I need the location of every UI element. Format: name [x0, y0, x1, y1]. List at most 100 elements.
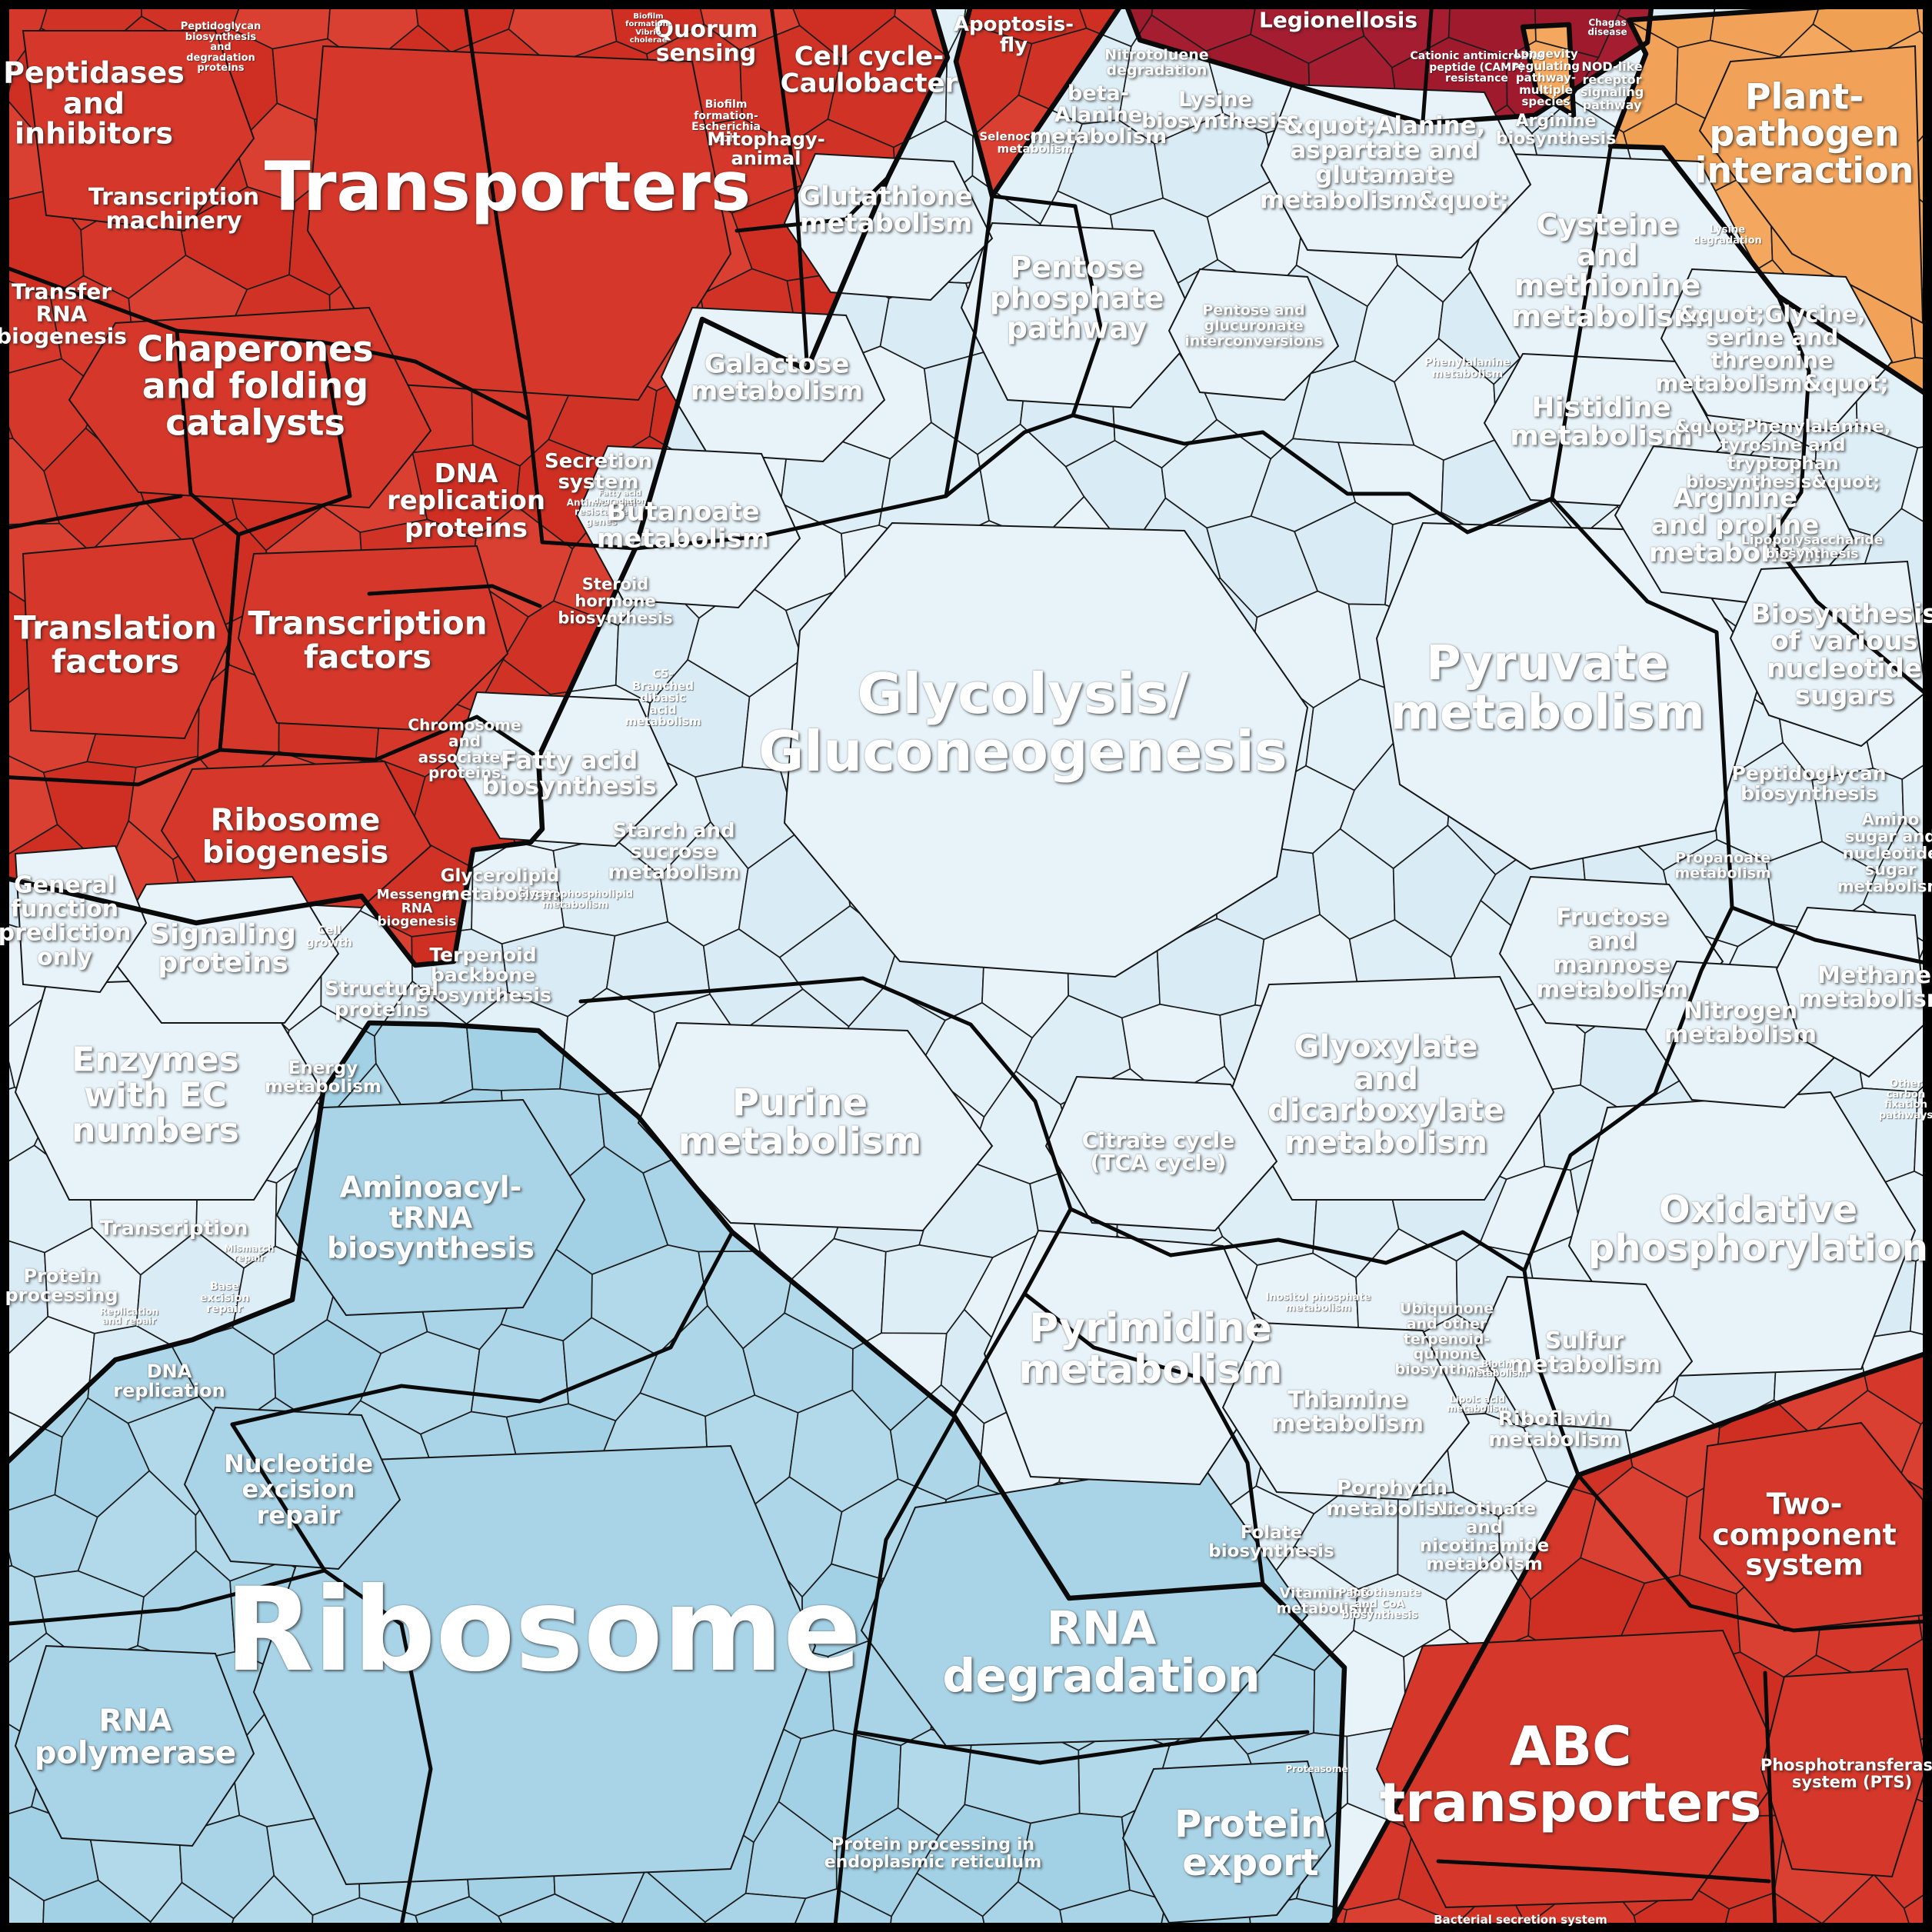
cell-glutathione[interactable] [783, 152, 994, 301]
cell-label[interactable]: Lysine degradation [1693, 224, 1762, 246]
cell-label[interactable]: Pentose phosphate pathway [989, 250, 1164, 345]
cell-label[interactable]: Terpenoid backbone biosynthesis [415, 944, 551, 1006]
cell-label[interactable]: NOD-like receptor signaling pathway [1580, 58, 1644, 112]
cell-label[interactable]: Longevity regulating pathway- multiple s… [1512, 47, 1580, 109]
cell-label[interactable]: Biosynthesis of various nucleotide sugar… [1750, 598, 1932, 711]
cell-label[interactable]: Sulfur metabolism [1508, 1327, 1661, 1378]
cell-label[interactable]: Cell cycle- Caulobacter [780, 41, 958, 99]
cell-label[interactable]: Thiamine metabolism [1271, 1386, 1424, 1437]
cell-label[interactable]: RNA polymerase [34, 1703, 237, 1770]
cell-label[interactable]: Porphyrin metabolism [1326, 1476, 1458, 1521]
cell-label[interactable]: Biotin metabolism [1466, 1358, 1527, 1379]
cell-label[interactable]: &quot;Alanine, aspartate and glutamate m… [1259, 112, 1510, 215]
cell-label[interactable]: Cysteine and methionine metabolism [1511, 207, 1704, 333]
cell-label[interactable]: C5- Branched dibasic acid metabolism [625, 667, 701, 729]
cell-fatty-acid[interactable] [452, 691, 678, 848]
cell-label[interactable]: ABC transporters [1379, 1715, 1762, 1834]
cell-label[interactable]: Methane metabolism [1798, 961, 1932, 1013]
cell-ala-asp-glu[interactable] [1260, 83, 1532, 259]
cell-plant-pathogen[interactable] [1698, 45, 1924, 325]
cell-label[interactable]: Replication and repair [99, 1306, 159, 1327]
cell-label[interactable]: Glycerolipid metabolism [440, 866, 560, 904]
cell-label[interactable]: Messenger RNA biogenesis [376, 887, 458, 930]
cell-pent-glucuronate[interactable] [1168, 268, 1340, 401]
cell-label[interactable]: beta- Alanine metabolism [1029, 81, 1168, 149]
cell-transcription-factors[interactable] [237, 545, 509, 732]
cell-label[interactable]: Energy metabolism [265, 1058, 381, 1097]
cell-pts[interactable] [1760, 1667, 1927, 1878]
cell-label[interactable]: RNA degradation [942, 1601, 1261, 1704]
cell-label[interactable]: Arginine and proline metabolism [1648, 482, 1822, 568]
cell-label[interactable]: Pyruvate metabolism [1390, 635, 1705, 741]
cell-label[interactable]: Transcription machinery [88, 183, 260, 235]
cell-label[interactable]: Steroid hormone biosynthesis [558, 575, 673, 627]
cell-label[interactable]: Peptidases and inhibitors [3, 55, 185, 151]
cell-purine[interactable] [637, 1021, 994, 1232]
cell-rna-polymerase[interactable] [14, 1644, 255, 1847]
cell-label[interactable]: Aminoacyl- tRNA biosynthesis [326, 1170, 535, 1265]
cell-abc-transporters[interactable] [1375, 1629, 1786, 1909]
cell-label[interactable]: Protein processing [5, 1265, 118, 1306]
cell-label[interactable]: Phenylalanine metabolism [1424, 356, 1511, 380]
cell-galactose[interactable] [660, 306, 886, 463]
cell-protein-export[interactable] [1121, 1760, 1332, 1924]
cell-label[interactable]: Base excision repair [199, 1281, 250, 1316]
cell-label[interactable]: Glutathione metabolism [799, 181, 973, 239]
cell-label[interactable]: Chromosome and associated proteins [408, 715, 521, 782]
cell-label[interactable]: Transporters [264, 147, 751, 227]
cell-aminoacyl[interactable] [275, 1098, 586, 1317]
cell-label[interactable]: Lysine biosynthesis [1141, 87, 1289, 133]
cell-label[interactable]: Biofilm formation- Vibrio cholerae [625, 12, 671, 45]
cell-label[interactable]: Phosphotransferase system (PTS) [1760, 1756, 1932, 1791]
cell-label[interactable]: Protein processing in endoplasmic reticu… [824, 1835, 1042, 1872]
cell-label[interactable]: Apoptosis- fly [953, 12, 1074, 57]
cell-citrate[interactable] [1044, 1075, 1278, 1232]
cell-label[interactable]: Amino sugar and nucleotide sugar metabol… [1837, 810, 1932, 896]
cell-label[interactable]: Pentose and glucuronate interconversions [1184, 301, 1323, 349]
cell-ribosome[interactable] [252, 1444, 817, 1886]
cell-general-function[interactable] [14, 844, 148, 994]
cell-label[interactable]: Legionellosis [1259, 7, 1417, 33]
cell-label[interactable]: &quot;Phenylalanine, tyrosine and trypto… [1674, 417, 1891, 492]
cell-label[interactable]: Antimicrobial resistance genes [566, 497, 637, 528]
cell-label[interactable]: Fructose and mannose metabolism [1536, 904, 1688, 1004]
cell-label[interactable]: Transcription factors [248, 604, 488, 675]
cell-label[interactable]: Two- component system [1712, 1487, 1897, 1582]
cell-label[interactable]: Fatty acid degradation [593, 489, 647, 506]
cell-label[interactable]: Bacterial secretion system [1434, 1913, 1607, 1927]
cell-label[interactable]: Oxidative phosphorylation [1588, 1188, 1928, 1270]
cell-label[interactable]: Lipopolysaccharide biosynthesis [1740, 532, 1884, 561]
cell-label[interactable]: Enzymes with EC numbers [72, 1040, 239, 1150]
cell-label[interactable]: Pantothenate and CoA biosynthesis [1338, 1587, 1421, 1622]
cell-label[interactable]: Peptidoglycan biosynthesis [1731, 762, 1887, 804]
cell-methane[interactable] [1775, 906, 1927, 1078]
cell-label[interactable]: Lipoic acid metabolism [1447, 1394, 1508, 1414]
cell-label[interactable]: Secretion system [545, 449, 652, 494]
cell-label[interactable]: Protein export [1174, 1803, 1327, 1884]
cell-transporters[interactable] [306, 45, 732, 401]
cell-butanoate[interactable] [575, 445, 801, 609]
cell-label[interactable]: Biofilm formation- Escherichia coli [691, 98, 761, 145]
cell-label[interactable]: Purine metabolism [678, 1081, 922, 1163]
cell-label[interactable]: Propanoate metabolism [1674, 849, 1771, 881]
cell-gly-ser-thr[interactable] [1660, 268, 1894, 432]
cell-label[interactable]: Glycolysis/ Gluconeogenesis [758, 661, 1287, 784]
cell-label[interactable]: Translation factors [14, 608, 217, 680]
cell-label[interactable]: Plant- pathogen interaction [1694, 75, 1914, 191]
cell-label[interactable]: Riboflavin metabolism [1488, 1407, 1621, 1451]
cell-glycolysis[interactable] [783, 521, 1309, 978]
cell-label[interactable]: Glyoxylate and dicarboxylate metabolism [1267, 1028, 1504, 1161]
cell-label[interactable]: Inositol phosphate metabolism [1265, 1291, 1371, 1314]
cell-label[interactable]: Proteasome [1285, 1763, 1348, 1774]
cell-label[interactable]: DNA replication [113, 1361, 225, 1401]
cell-label[interactable]: &quot;Glycine, serine and threonine meta… [1655, 301, 1889, 398]
cell-label[interactable]: Nitrogen metabolism [1664, 997, 1817, 1048]
cell-translation-factors[interactable] [22, 537, 232, 740]
cell-label[interactable]: Pyrimidine metabolism [1018, 1304, 1283, 1393]
cell-label[interactable]: Cell growth [305, 923, 353, 949]
cell-nucleotide-sugars[interactable] [1729, 560, 1927, 748]
cell-label[interactable]: Transcription [99, 1217, 248, 1241]
cell-label[interactable]: Ribosome biogenesis [202, 802, 389, 870]
cell-label[interactable]: Histidine metabolism [1510, 391, 1693, 452]
cell-ribosome-biogenesis[interactable] [160, 760, 432, 909]
